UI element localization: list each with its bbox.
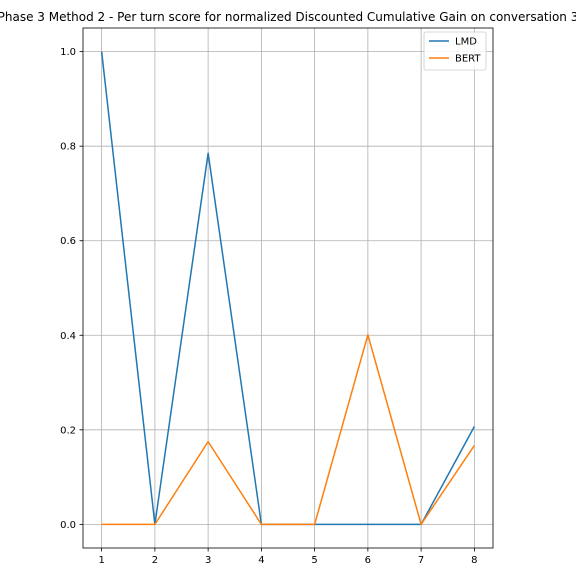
x-tick-label: 2 bbox=[152, 555, 158, 566]
legend-label-lmd: LMD bbox=[455, 37, 477, 48]
y-tick-label: 0.4 bbox=[60, 331, 76, 342]
x-tick-label: 8 bbox=[471, 555, 477, 566]
y-tick-label: 0.2 bbox=[60, 425, 76, 436]
x-tick-label: 5 bbox=[311, 555, 317, 566]
x-tick-label: 1 bbox=[98, 555, 104, 566]
series-line-lmd bbox=[100, 51, 476, 526]
x-tick-label: 3 bbox=[205, 555, 211, 566]
x-tick-label: 6 bbox=[365, 555, 371, 566]
legend-label-bert: BERT bbox=[455, 54, 481, 65]
y-tick-label: 1.0 bbox=[60, 47, 76, 58]
y-tick-label: 0.6 bbox=[60, 236, 76, 247]
series-lines bbox=[100, 51, 476, 526]
chart-title: Phase 3 Method 2 - Per turn score for no… bbox=[0, 10, 576, 24]
plot-frame bbox=[82, 27, 494, 549]
axes: 1 2 3 4 5 6 7 8 0.0 0.2 0.4 0.6 0.8 1.0 bbox=[60, 27, 494, 566]
series-line-bert bbox=[101, 334, 475, 526]
y-tick-label: 0.8 bbox=[60, 142, 76, 153]
y-tick-label: 0.0 bbox=[60, 520, 76, 531]
x-tick-label: 7 bbox=[418, 555, 424, 566]
legend: LMD BERT bbox=[423, 31, 487, 71]
grid bbox=[83, 28, 493, 548]
x-tick-label: 4 bbox=[258, 555, 264, 566]
